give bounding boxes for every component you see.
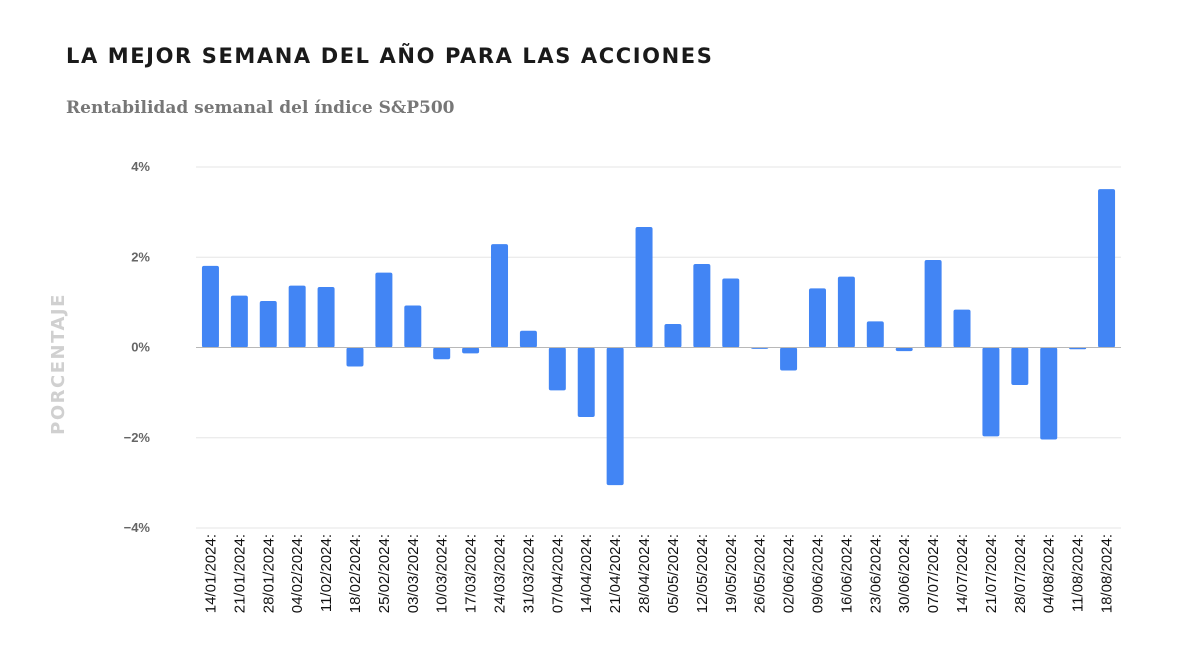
bar: 24/03/2024: 2.29% — [491, 244, 509, 348]
bar: 25/02/2024: 1.66% — [375, 272, 393, 348]
bar: 14/01/2024: 1.81% — [201, 265, 219, 348]
bar: 21/07/2024: -1.97% — [982, 347, 1000, 437]
x-tick-label: 07/04/2024: — [549, 534, 566, 613]
y-tick-label: −4% — [124, 520, 151, 535]
y-axis-label: PORCENTAJE — [48, 293, 69, 435]
bar: 21/01/2024: 1.15% — [230, 295, 248, 348]
bars: 14/01/2024: 1.81% 21/01/2024: 1.15% 28/01/… — [201, 189, 1116, 486]
x-tick-label: 11/08/2024: — [1070, 534, 1087, 612]
x-tick-label: 28/04/2024: — [636, 534, 653, 613]
y-axis-ticks: 4% 2% 0% −2% −4% — [124, 159, 151, 535]
x-tick-label: 04/02/2024: — [289, 534, 306, 613]
x-tick-label: 02/06/2024: — [781, 534, 798, 613]
bar: 31/03/2024: 0.37% — [519, 330, 537, 348]
y-tick-label: 4% — [131, 159, 150, 174]
y-tick-label: −2% — [124, 430, 151, 445]
bar: 10/03/2024: -0.26% — [433, 347, 451, 360]
bar: 12/05/2024: 1.85% — [693, 264, 711, 348]
bar: 04/02/2024: 1.37% — [288, 285, 306, 348]
x-tick-label: 21/07/2024: — [983, 534, 1000, 613]
bar: 14/04/2024: -1.54% — [577, 347, 595, 417]
x-tick-label: 28/07/2024: — [1012, 534, 1029, 613]
x-tick-label: 04/08/2024: — [1041, 534, 1058, 613]
x-tick-label: 14/01/2024: — [202, 534, 219, 613]
bar: 17/03/2024: -0.13% — [462, 347, 480, 354]
x-tick-label: 21/01/2024: — [231, 534, 248, 613]
x-tick-label: 26/05/2024: — [752, 534, 769, 613]
x-tick-label: 10/03/2024: — [434, 534, 451, 613]
bar: 19/05/2024: 1.53% — [722, 278, 740, 348]
bar: 03/03/2024: 0.93% — [404, 305, 422, 348]
bar: 14/07/2024: 0.84% — [953, 309, 971, 348]
x-tick-label: 31/03/2024: — [520, 534, 537, 613]
x-tick-label: 21/04/2024: — [607, 534, 624, 613]
y-tick-label: 0% — [131, 340, 150, 355]
x-tick-label: 18/02/2024: — [347, 534, 364, 613]
x-tick-label: 09/06/2024: — [809, 534, 826, 613]
x-tick-label: 07/07/2024: — [925, 534, 942, 613]
x-tick-label: 19/05/2024: — [723, 534, 740, 613]
bar: 16/06/2024: 1.57% — [837, 276, 855, 348]
bar: 09/06/2024: 1.31% — [808, 288, 826, 348]
x-tick-label: 03/03/2024: — [405, 534, 422, 613]
chart-title: LA MEJOR SEMANA DEL AÑO PARA LAS ACCIONE… — [66, 44, 714, 68]
x-tick-label: 28/01/2024: — [260, 534, 277, 613]
x-tick-label: 05/05/2024: — [665, 534, 682, 613]
bar: 02/06/2024: -0.51% — [780, 347, 798, 371]
x-tick-label: 14/04/2024: — [578, 534, 595, 613]
chart-subtitle: Rentabilidad semanal del índice S&P500 — [66, 98, 455, 118]
bar: 28/04/2024: 2.67% — [635, 227, 653, 348]
y-tick-label: 2% — [131, 249, 150, 264]
bar: 18/08/2024: 3.51% — [1098, 189, 1116, 348]
x-tick-label: 14/07/2024: — [954, 534, 971, 613]
x-tick-label: 16/06/2024: — [838, 534, 855, 613]
x-tick-label: 25/02/2024: — [376, 534, 393, 613]
x-tick-label: 24/03/2024: — [492, 534, 509, 613]
bar: 04/08/2024: -2.04% — [1040, 347, 1058, 440]
x-tick-label: 18/08/2024: — [1099, 534, 1116, 613]
x-tick-label: 12/05/2024: — [694, 534, 711, 613]
bar: 28/07/2024: -0.83% — [1011, 347, 1029, 385]
x-axis-ticks: 14/01/2024: 21/01/2024: 28/01/2024: 04/02/2… — [202, 534, 1115, 613]
bar: 30/06/2024: -0.08% — [895, 347, 913, 352]
gridlines — [196, 166, 1121, 529]
bar: 07/07/2024: 1.94% — [924, 259, 942, 348]
x-tick-label: 17/03/2024: — [463, 534, 480, 613]
bar: 21/04/2024: -3.05% — [606, 347, 624, 486]
bar: 07/04/2024: -0.95% — [548, 347, 566, 391]
bar: 18/02/2024: -0.42% — [346, 347, 364, 367]
x-tick-label: 23/06/2024: — [867, 534, 884, 613]
x-tick-label: 11/02/2024: — [318, 534, 335, 612]
bar: 23/06/2024: 0.58% — [866, 321, 884, 348]
x-tick-label: 30/06/2024: — [896, 534, 913, 613]
bar: 11/02/2024: 1.34% — [317, 287, 335, 348]
bar: 28/01/2024: 1.03% — [259, 301, 277, 348]
bar: 05/05/2024: 0.52% — [664, 324, 682, 348]
